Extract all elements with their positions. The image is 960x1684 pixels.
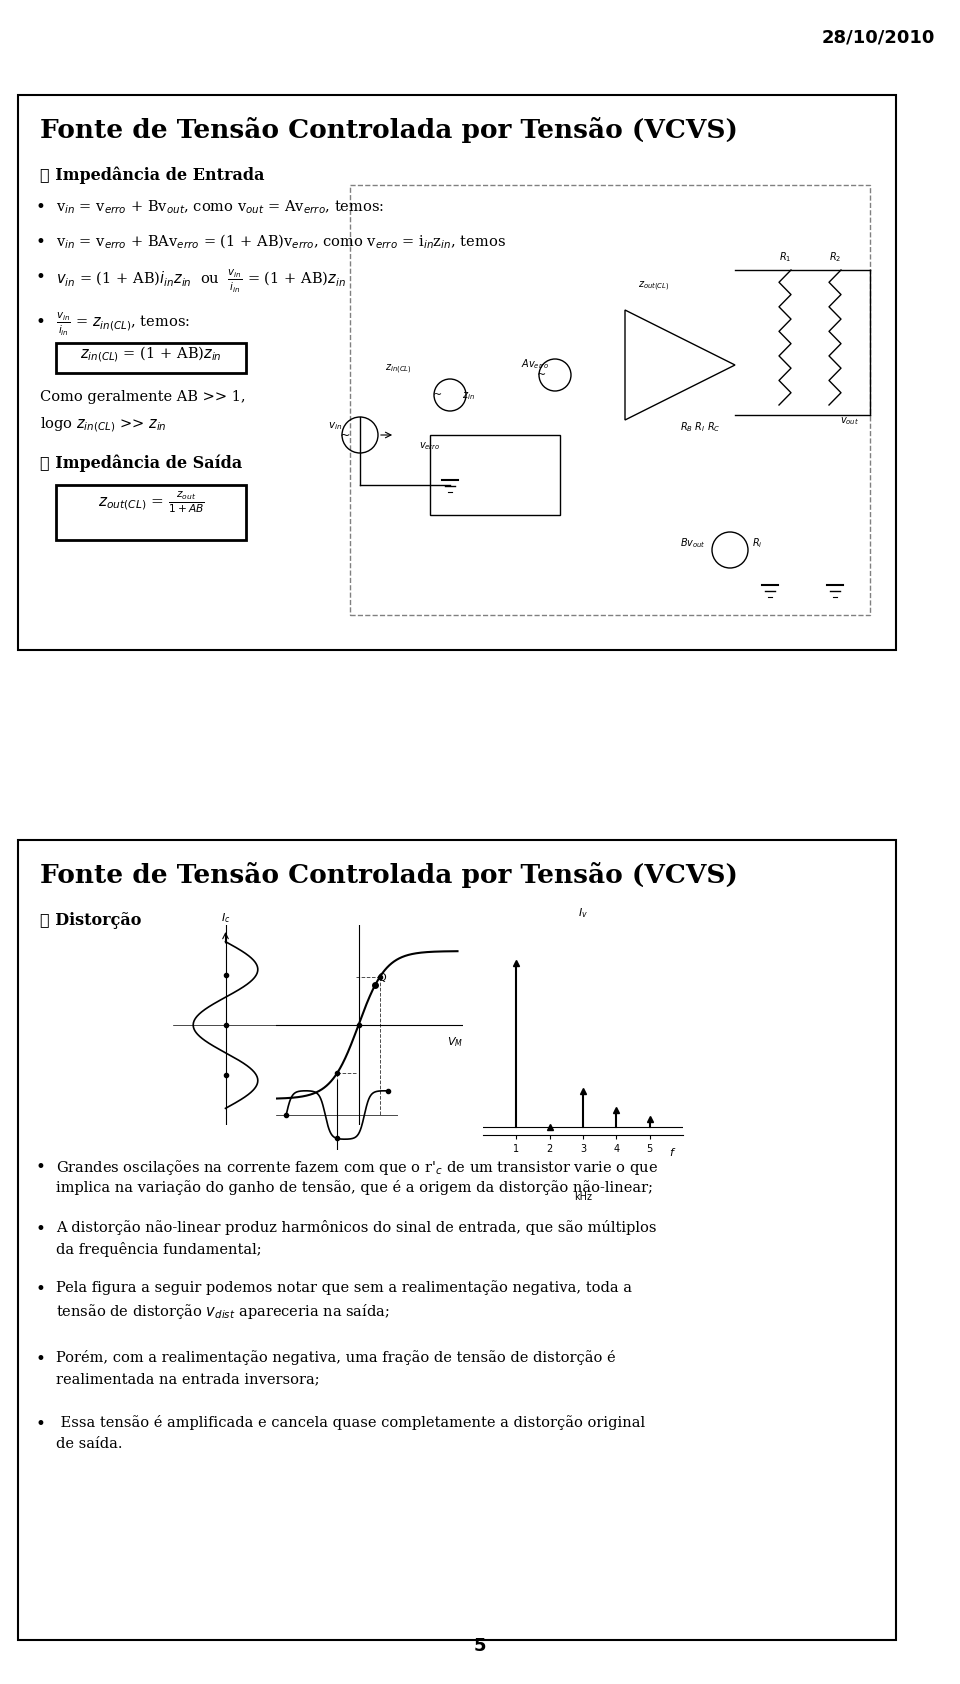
Text: •: • [36, 1219, 46, 1238]
Text: tensão de distorção $v_{dist}$ apareceria na saída;: tensão de distorção $v_{dist}$ apareceri… [56, 1302, 390, 1320]
Text: 28/10/2010: 28/10/2010 [822, 29, 935, 45]
Text: Como geralmente AB >> 1,: Como geralmente AB >> 1, [40, 391, 246, 404]
Text: A distorção não-linear produz harmônicos do sinal de entrada, que são múltiplos: A distorção não-linear produz harmônicos… [56, 1219, 657, 1234]
Text: $f$: $f$ [669, 1147, 677, 1159]
Text: •: • [36, 232, 46, 251]
Text: Essa tensão é amplificada e cancela quase completamente a distorção original: Essa tensão é amplificada e cancela quas… [56, 1415, 645, 1430]
Text: 5: 5 [473, 1637, 487, 1655]
Text: Q: Q [377, 973, 387, 983]
Text: $R_B$ $R_I$ $R_C$: $R_B$ $R_I$ $R_C$ [680, 419, 720, 434]
Bar [430, 434, 560, 515]
Text: •: • [36, 1351, 46, 1367]
Text: Pela figura a seguir podemos notar que sem a realimentação negativa, toda a: Pela figura a seguir podemos notar que s… [56, 1280, 632, 1295]
Text: $\frac{v_{in}}{i_{in}}$ = $z_{in(CL)}$, temos:: $\frac{v_{in}}{i_{in}}$ = $z_{in(CL)}$, … [56, 312, 190, 338]
Text: ~: ~ [432, 391, 442, 401]
Text: $R_1$: $R_1$ [779, 249, 791, 264]
Text: $z_{in}$: $z_{in}$ [462, 391, 474, 402]
Text: Fonte de Tensão Controlada por Tensão (VCVS): Fonte de Tensão Controlada por Tensão (V… [40, 116, 738, 143]
Text: logo $z_{in(CL)}$ >> $z_{in}$: logo $z_{in(CL)}$ >> $z_{in}$ [40, 414, 167, 433]
Text: Grandes oscilações na corrente fazem com que o r'$_c$ de um transistor varie o q: Grandes oscilações na corrente fazem com… [56, 1159, 658, 1177]
Text: •: • [36, 1159, 46, 1175]
Text: $v_{erro}$: $v_{erro}$ [420, 440, 441, 451]
Bar [18, 840, 896, 1640]
Bar [350, 185, 870, 615]
Text: da frequência fundamental;: da frequência fundamental; [56, 1243, 262, 1256]
Text: •: • [36, 1280, 46, 1298]
Text: •: • [36, 268, 46, 286]
Text: •: • [36, 199, 46, 216]
Text: $V_M$: $V_M$ [446, 1036, 463, 1049]
Text: $v_{in}$: $v_{in}$ [328, 419, 342, 431]
Text: ❖ Impedância de Entrada: ❖ Impedância de Entrada [40, 167, 265, 185]
Text: implica na variação do ganho de tensão, que é a origem da distorção não-linear;: implica na variação do ganho de tensão, … [56, 1180, 653, 1196]
Text: $I_c$: $I_c$ [221, 911, 230, 925]
Text: $z_{out(CL)}$: $z_{out(CL)}$ [638, 280, 669, 293]
Text: ~: ~ [538, 370, 546, 381]
Text: v$_{in}$ = v$_{erro}$ + BAv$_{erro}$ = (1 + AB)v$_{erro}$, como v$_{erro}$ = i$_: v$_{in}$ = v$_{erro}$ + BAv$_{erro}$ = (… [56, 232, 506, 251]
Text: $R_i$: $R_i$ [752, 536, 762, 551]
Text: $Av_{erro}$: $Av_{erro}$ [520, 357, 549, 370]
Text: kHz: kHz [574, 1192, 592, 1202]
Text: v$_{in}$ = v$_{erro}$ + Bv$_{out}$, como v$_{out}$ = Av$_{erro}$, temos:: v$_{in}$ = v$_{erro}$ + Bv$_{out}$, como… [56, 199, 384, 216]
Text: $z_{in(CL)}$ = (1 + AB)$z_{in}$: $z_{in(CL)}$ = (1 + AB)$z_{in}$ [80, 344, 222, 364]
Text: Fonte de Tensão Controlada por Tensão (VCVS): Fonte de Tensão Controlada por Tensão (V… [40, 862, 738, 887]
Text: $R_2$: $R_2$ [828, 249, 841, 264]
Text: Porém, com a realimentação negativa, uma fração de tensão de distorção é: Porém, com a realimentação negativa, uma… [56, 1351, 615, 1366]
Text: $v_{out}$: $v_{out}$ [840, 414, 859, 426]
Bar [18, 94, 896, 650]
Text: $Bv_{out}$: $Bv_{out}$ [681, 536, 706, 551]
Text: ❖ Impedância de Saída: ❖ Impedância de Saída [40, 455, 242, 473]
Text: ~: ~ [340, 428, 350, 441]
Text: ❖ Distorção: ❖ Distorção [40, 913, 141, 930]
Bar [56, 344, 246, 372]
Text: $I_v$: $I_v$ [578, 906, 588, 919]
Text: $v_{in}$ = (1 + AB)$i_{in}z_{in}$  ou  $\frac{v_{in}}{i_{in}}$ = (1 + AB)$z_{in}: $v_{in}$ = (1 + AB)$i_{in}z_{in}$ ou $\f… [56, 268, 346, 295]
Text: $z_{in(CL)}$: $z_{in(CL)}$ [385, 364, 411, 377]
Bar [56, 485, 246, 541]
Text: realimentada na entrada inversora;: realimentada na entrada inversora; [56, 1372, 320, 1386]
Text: •: • [36, 313, 46, 332]
Text: $z_{out(CL)}$ = $\frac{z_{out}}{1 + AB}$: $z_{out(CL)}$ = $\frac{z_{out}}{1 + AB}$ [98, 490, 204, 515]
Text: •: • [36, 1415, 46, 1433]
Text: de saída.: de saída. [56, 1436, 123, 1452]
